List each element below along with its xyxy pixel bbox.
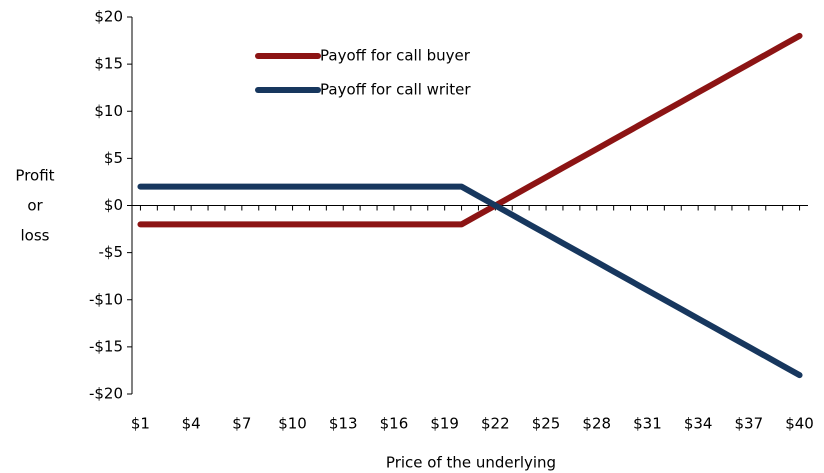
x-tick-label: $37 bbox=[735, 415, 764, 433]
x-tick-label: $40 bbox=[785, 415, 814, 433]
x-tick-label: $31 bbox=[633, 415, 662, 433]
x-tick-label: $10 bbox=[278, 415, 307, 433]
y-tick-label: $10 bbox=[94, 102, 123, 120]
x-tick-label: $13 bbox=[329, 415, 358, 433]
x-tick-label: $19 bbox=[430, 415, 459, 433]
x-tick-label: $22 bbox=[481, 415, 510, 433]
y-tick-label: $5 bbox=[104, 149, 123, 167]
series-line bbox=[137, 32, 803, 228]
y-tick-label: -$20 bbox=[89, 385, 123, 403]
y-tick-label: -$10 bbox=[89, 290, 123, 308]
y-tick-label: $15 bbox=[94, 55, 123, 73]
y-tick-label: $20 bbox=[94, 8, 123, 26]
legend-label: Payoff for call writer bbox=[320, 81, 471, 99]
legend-label: Payoff for call buyer bbox=[320, 47, 471, 65]
x-tick-label: $34 bbox=[684, 415, 713, 433]
y-tick-label: $0 bbox=[104, 196, 123, 214]
x-axis-label: Price of the underlying bbox=[386, 454, 556, 472]
y-axis-label: or bbox=[27, 197, 43, 215]
x-tick-label: $28 bbox=[582, 415, 611, 433]
series-line bbox=[137, 183, 803, 379]
x-tick-label: $16 bbox=[380, 415, 409, 433]
x-tick-label: $4 bbox=[182, 415, 201, 433]
y-tick-label: -$15 bbox=[89, 337, 123, 355]
x-tick-label: $1 bbox=[131, 415, 150, 433]
y-tick-label: -$5 bbox=[99, 243, 124, 261]
x-tick-label: $25 bbox=[532, 415, 561, 433]
y-axis-label: Profit bbox=[15, 167, 54, 185]
y-axis-label: loss bbox=[21, 227, 50, 245]
x-tick-label: $7 bbox=[232, 415, 251, 433]
